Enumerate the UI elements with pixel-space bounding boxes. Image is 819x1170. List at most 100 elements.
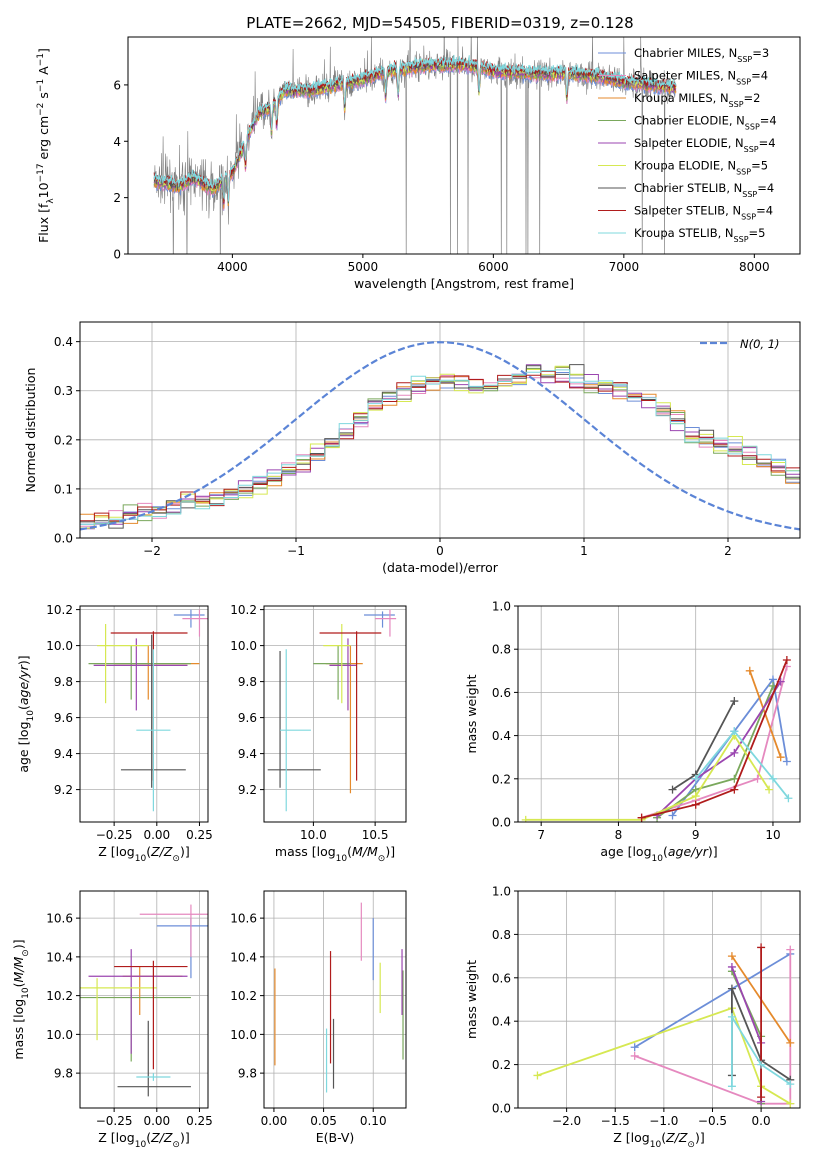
x-tick-label: 0.05 — [310, 1114, 337, 1128]
legend-label: Kroupa MILES, NSSP=2 — [634, 91, 760, 109]
x-axis-label-part: ⊙ — [172, 854, 180, 864]
x-axis-label-part: Z [log — [98, 844, 134, 859]
y-axis-label-part: )] — [16, 655, 31, 665]
plot-area — [80, 341, 800, 531]
x-tick-label: −1 — [287, 544, 305, 558]
normal-distribution-curve — [80, 341, 800, 531]
plus-marker — [784, 794, 793, 803]
observed-spectrum-line — [153, 37, 677, 254]
legend-count: =2 — [744, 91, 761, 105]
massweight-vs-z-panel: −2.0 −1.5 −1.0 −0.5 0.0 0.0 0.2 0.4 0.6 0.8 1.0 Z [… — [464, 885, 801, 1150]
plus-marker — [786, 1099, 795, 1108]
y-tick-label: 0.0 — [492, 816, 511, 830]
y-axis-label-part: erg cm — [36, 116, 51, 164]
plus-marker — [691, 792, 700, 801]
y-axis-label: mass [log10(M/M⊙)] — [11, 939, 31, 1059]
axes-frame — [79, 605, 209, 823]
x-tick-label: 10 — [765, 828, 780, 842]
x-tick-label: −2.0 — [552, 1114, 581, 1128]
x-axis-label-part: Z/Z — [665, 1130, 688, 1145]
x-tick-label: 0.00 — [143, 1114, 170, 1128]
residuals-panel: −2 −1 0 1 2 0.0 0.1 0.2 0.3 0.4 N(0, 1) (data-model… — [23, 321, 801, 575]
x-tick-label: 4000 — [217, 260, 248, 274]
plus-marker — [521, 815, 530, 822]
y-axis-label-part: ⊙ — [21, 949, 31, 957]
x-tick-label: 7000 — [609, 260, 640, 274]
x-tick-label: 6000 — [478, 260, 509, 274]
legend-sub: SSP — [744, 145, 759, 154]
x-axis-label-part: ( — [146, 844, 151, 859]
x-tick-label: 0.10 — [360, 1114, 387, 1128]
x-axis-label-part: )] — [708, 844, 718, 859]
y-axis-label-part: −1 — [36, 53, 46, 66]
y-tick-label: 9.8 — [238, 675, 257, 689]
plus-marker — [730, 774, 739, 783]
plot-area — [521, 656, 793, 822]
y-tick-label: 10.6 — [46, 912, 73, 926]
legend-model: Salpeter MILES, N — [634, 69, 736, 83]
y-tick-label: 0.4 — [492, 729, 511, 743]
x-axis-label: E(B-V) — [316, 1130, 355, 1145]
legend-count: =4 — [756, 204, 773, 218]
y-tick-label: 10.2 — [230, 989, 257, 1003]
y-tick-label: 0.0 — [492, 1102, 511, 1116]
x-tick-label: 0.00 — [143, 828, 170, 842]
y-tick-label: 0.8 — [492, 928, 511, 942]
x-tick-label: 5000 — [348, 260, 379, 274]
plot-area — [274, 902, 404, 1093]
plus-marker — [776, 753, 785, 762]
x-axis-label-part: Z/Z — [150, 1130, 173, 1145]
y-tick-label: 10.2 — [46, 603, 73, 617]
y-tick-label: 10.4 — [230, 950, 257, 964]
plus-marker — [757, 1060, 766, 1069]
legend-label: Chabrier STELIB, NSSP=4 — [634, 181, 774, 199]
plot-area — [88, 609, 208, 812]
legend-sub: SSP — [737, 55, 752, 64]
plus-marker — [533, 1071, 542, 1080]
x-tick-label: 0.25 — [186, 1114, 213, 1128]
x-axis-label-part: ( — [146, 1130, 151, 1145]
y-axis-label: age [log10(age/yr)] — [16, 655, 36, 772]
axes-frame — [517, 605, 801, 823]
plus-marker — [727, 952, 736, 961]
x-tick-label: 10.5 — [362, 828, 389, 842]
y-axis-label-part: s — [36, 92, 51, 103]
plus-marker — [630, 1043, 639, 1052]
y-axis-label-part: λ — [46, 198, 56, 204]
x-tick-label: 0 — [436, 544, 444, 558]
y-tick-label: 9.2 — [54, 783, 73, 797]
x-axis-label-part: )] — [180, 844, 190, 859]
y-axis-label-part: 10 — [36, 182, 51, 198]
x-axis-label: Z [log10(Z/Z⊙)] — [98, 1130, 189, 1150]
mass-vs-z-panel: −0.25 0.00 0.259.810.010.210.410.6Z [log10… — [11, 890, 213, 1150]
y-axis-label-part: Flux [f — [36, 203, 51, 243]
y-axis-label-part: mass weight — [464, 674, 479, 753]
y-tick-label: 0.4 — [492, 1015, 511, 1029]
residual-histogram — [80, 366, 800, 524]
mass-weight-line — [634, 949, 792, 1105]
spectrum-panel: 4000 5000 6000 7000 8000 0 2 4 6 wavelength [Angs… — [36, 36, 801, 291]
x-axis-label-part: mass [log — [275, 844, 336, 859]
x-tick-label: 0.00 — [261, 1114, 288, 1128]
residual-histogram — [80, 370, 800, 522]
y-tick-label: 0 — [113, 248, 121, 262]
y-axis-label-part: mass [log — [11, 999, 26, 1060]
y-tick-label: 0.0 — [54, 532, 73, 546]
x-axis-label-part: E(B-V) — [316, 1130, 355, 1145]
x-axis-label-part: Z [log — [98, 1130, 134, 1145]
legend-label: Salpeter ELODIE, NSSP=4 — [634, 136, 776, 154]
y-axis-label-part: A — [36, 66, 51, 79]
plus-marker — [730, 748, 739, 757]
x-axis-label: (data-model)/error — [382, 560, 499, 575]
y-tick-label: 0.6 — [492, 686, 511, 700]
y-tick-label: 0.3 — [54, 384, 73, 398]
x-axis-label-part: )] — [385, 844, 395, 859]
x-axis-label: age [log10(age/yr)] — [600, 844, 717, 864]
x-axis-label-part: 10 — [652, 854, 664, 864]
mass-weight-line — [731, 1013, 791, 1087]
x-tick-label: −0.25 — [96, 1114, 133, 1128]
x-tick-label: 10.0 — [300, 828, 327, 842]
y-tick-label: 0.8 — [492, 643, 511, 657]
